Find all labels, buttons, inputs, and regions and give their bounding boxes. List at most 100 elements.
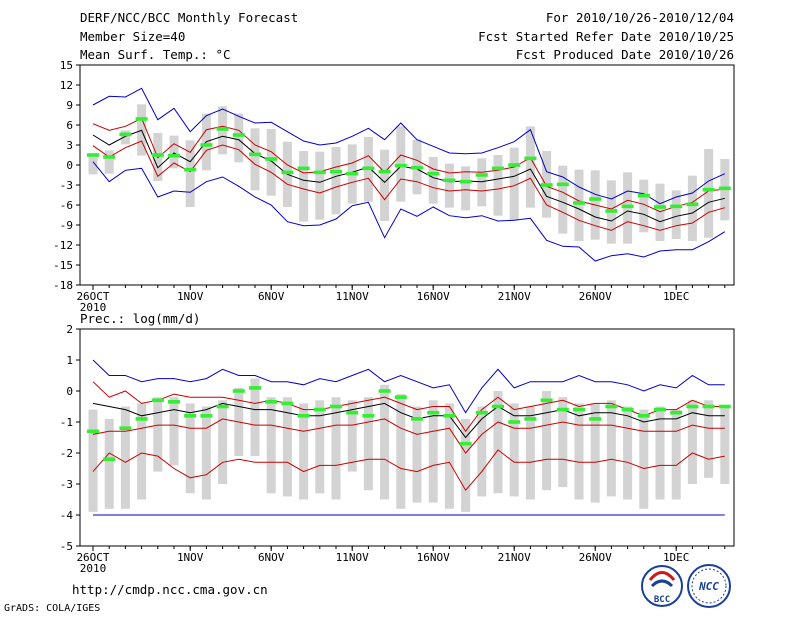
forecast-produced-date: Fcst Produced Date 2010/10/26 (515, 47, 734, 62)
temp-xtick-label: 1DEC (663, 290, 690, 303)
temp-p10-line (92, 140, 725, 231)
precip-box (88, 409, 98, 512)
temp-box (671, 190, 681, 239)
precip-obs-marker (281, 401, 294, 406)
precip-xtick-label: 11NOV (336, 551, 369, 564)
precip-obs-marker (621, 407, 634, 412)
precip-box (396, 394, 406, 509)
precip-box (606, 400, 616, 497)
precip-obs-marker (232, 389, 245, 393)
temp-box (185, 140, 195, 207)
temp-obs-marker (427, 171, 440, 176)
temp-obs-marker (621, 204, 634, 209)
precip-ytick-label: -3 (60, 478, 73, 491)
temp-obs-marker (249, 152, 261, 157)
precip-box (347, 400, 357, 472)
temp-ytick-label: 6 (66, 119, 73, 132)
temp-obs-marker (281, 170, 294, 175)
temp-obs-marker (443, 178, 456, 183)
temp-obs-marker (637, 193, 650, 198)
precip-obs-marker (589, 417, 602, 421)
temp-ytick-label: 0 (66, 159, 73, 172)
forecast-period: For 2010/10/26-2010/12/04 (545, 10, 734, 25)
temp-box (558, 165, 568, 234)
precip-obs-marker (475, 410, 488, 415)
temp-obs-marker (540, 183, 553, 187)
temp-xtick-label: 11NOV (336, 290, 369, 303)
temp-box (704, 149, 714, 238)
precip-ytick-label: -5 (60, 540, 73, 553)
ncc-logo-text: NCC (698, 580, 719, 593)
temp-xtick-sublabel: 2010 (80, 301, 107, 314)
temp-ytick-label: -18 (53, 279, 73, 292)
temp-box (639, 179, 649, 233)
precip-obs-marker (443, 414, 456, 418)
precip-ytick-label: -2 (60, 447, 73, 460)
temp-obs-marker (573, 201, 585, 205)
precip-box (218, 400, 228, 484)
precip-obs-marker (87, 429, 99, 434)
precip-ytick-label: 2 (66, 323, 73, 336)
precip-obs-marker (362, 414, 375, 418)
temp-ytick-label: -15 (53, 259, 73, 272)
temp-box (234, 113, 244, 163)
temp-obs-marker (686, 202, 699, 207)
precip-obs-marker (313, 407, 326, 412)
temp-box (509, 147, 519, 221)
precip-obs-marker (297, 414, 310, 418)
precip-obs-marker (556, 407, 569, 412)
precip-box (169, 397, 179, 466)
temp-box (250, 128, 260, 191)
temp-obs-marker (168, 153, 180, 158)
temp-ytick-label: 9 (66, 99, 73, 112)
precip-box (363, 397, 373, 491)
temp-ytick-label: 3 (66, 139, 73, 152)
temp-xtick-label: 26NOV (579, 290, 612, 303)
precip-obs-marker (394, 395, 407, 399)
temp-ytick-label: 15 (60, 59, 73, 72)
temp-obs-marker (475, 173, 488, 177)
temp-box (120, 130, 130, 145)
temp-xtick-label: 1NOV (177, 290, 204, 303)
temp-obs-marker (556, 182, 569, 187)
precip-box (558, 397, 568, 488)
temp-obs-marker (394, 163, 407, 168)
precip-obs-marker (573, 407, 585, 412)
member-size: Member Size=40 (80, 29, 186, 44)
temp-obs-marker (654, 205, 666, 209)
temp-obs-marker (103, 155, 116, 159)
precip-xtick-label: 1DEC (663, 551, 690, 564)
precip-box (639, 409, 649, 509)
precip-p90-line (92, 381, 725, 433)
precip-box (444, 403, 454, 509)
temp-box (655, 183, 665, 241)
temp-box (461, 166, 471, 211)
precip-obs-marker (459, 441, 472, 446)
temp-obs-marker (411, 165, 423, 170)
temp-obs-marker (524, 156, 537, 161)
precip-box (153, 397, 163, 472)
source-url[interactable]: http://cmdp.ncc.cma.gov.cn (72, 582, 268, 597)
precip-obs-marker (184, 414, 197, 418)
temp-box (493, 155, 503, 216)
precip-box (428, 400, 438, 503)
precip-box (655, 406, 665, 500)
precip-box (282, 397, 292, 497)
temp-max-line (92, 87, 726, 205)
bcc-logo: BCC (641, 565, 683, 607)
temp-box (315, 151, 325, 220)
precip-xtick-label: 26OCT (76, 551, 109, 564)
temp-box (428, 157, 438, 204)
temp-p90-line (92, 117, 725, 213)
temp-box (574, 169, 584, 241)
temp-obs-marker (605, 209, 618, 213)
precip-box (201, 406, 211, 500)
temp-obs-marker (119, 132, 132, 137)
temp-box (525, 126, 535, 208)
temp-obs-marker (216, 127, 229, 131)
precip-box (720, 406, 730, 484)
temp-xtick-label: 16NOV (417, 290, 450, 303)
precip-box (137, 403, 147, 500)
temp-ytick-label: -9 (60, 219, 73, 232)
precip-box (250, 378, 260, 457)
